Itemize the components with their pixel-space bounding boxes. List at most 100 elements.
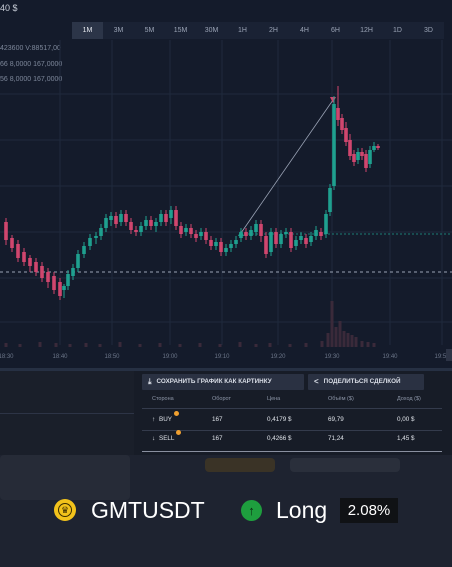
trade-summary: ♛ GMTUSDT ↑ Long 2.08%	[0, 496, 452, 530]
timeframe-2h[interactable]: 2H	[269, 27, 278, 34]
candle-body	[159, 214, 163, 222]
divider	[142, 408, 442, 409]
volume-bar	[138, 344, 142, 347]
timeframe-30m[interactable]: 30M	[204, 27, 219, 34]
sell-marker	[330, 97, 336, 103]
candle-body	[328, 188, 332, 212]
candle-body	[324, 214, 328, 234]
candle-body	[94, 236, 98, 238]
timeframe-6h[interactable]: 6H	[331, 27, 340, 34]
candle-body	[149, 220, 153, 226]
volume-bar	[198, 343, 202, 347]
volume-bar	[268, 343, 272, 347]
ohlc-line-2: 66 8,0000 167,0000	[0, 61, 63, 68]
table-row: ↓ SELL 167 0,4266 $ 71,24 1,45 $	[134, 430, 452, 447]
volume-bar	[354, 337, 358, 347]
candle-body	[214, 242, 218, 246]
volume-bar	[304, 343, 308, 347]
candle-body	[88, 238, 92, 246]
status-dot	[174, 411, 179, 416]
candle-body	[239, 232, 243, 238]
candle-body	[22, 252, 26, 262]
candle-body	[189, 228, 193, 234]
share-trade-button[interactable]: < ПОДЕЛИТЬСЯ СДЕЛКОЙ	[308, 374, 424, 390]
candle-body	[4, 222, 8, 240]
row-volume: 69,79	[328, 416, 344, 423]
save-chart-button[interactable]: ⤓ СОХРАНИТЬ ГРАФИК КАК КАРТИНКУ	[142, 374, 304, 390]
candle-body	[289, 232, 293, 248]
blurred-area	[0, 455, 130, 500]
x-axis-label: 18:50	[104, 354, 120, 360]
candle-body	[139, 226, 143, 232]
candle-body	[269, 232, 273, 252]
timeframe-1d[interactable]: 1D	[393, 27, 402, 34]
divider	[142, 451, 442, 452]
timeframe-15m[interactable]: 15M	[173, 27, 188, 34]
candle-body	[119, 214, 123, 222]
share-icon: <	[314, 377, 319, 386]
candlestick-chart[interactable]: 18:30 18:40 18:50 19:00 19:10 19:20 19:30 19:40…	[0, 0, 452, 368]
timeframe-4h[interactable]: 4H	[300, 27, 309, 34]
candle-body	[234, 240, 238, 244]
x-axis-label: 19:50	[434, 354, 450, 360]
candle-body	[134, 230, 138, 232]
candle-body	[144, 220, 148, 226]
candle-body	[224, 248, 228, 252]
volume-bar	[38, 342, 42, 347]
download-icon: ⤓	[148, 377, 152, 386]
volume-bar	[334, 327, 338, 347]
x-axis-label: 18:40	[52, 354, 68, 360]
candle-body	[340, 118, 344, 130]
candle-body	[368, 150, 372, 164]
candle-body	[52, 276, 56, 290]
divider	[142, 430, 442, 431]
candle-body	[124, 214, 128, 222]
candle-body	[129, 222, 133, 230]
candle-body	[376, 146, 380, 148]
candle-body	[254, 224, 258, 232]
volume-bar	[350, 335, 354, 347]
volume-bar	[320, 341, 324, 347]
trade-direction: Long	[276, 497, 328, 523]
trade-percent: 2.08%	[340, 498, 398, 523]
candle-body	[204, 232, 208, 240]
timeframe-1h[interactable]: 1H	[238, 27, 247, 34]
blurred-area	[290, 458, 400, 472]
candle-body	[164, 214, 168, 222]
divider	[0, 413, 134, 414]
volume-bar	[346, 333, 350, 347]
timeframe-3m[interactable]: 3M	[113, 27, 124, 34]
candle-body	[82, 246, 86, 254]
timeframe-3d[interactable]: 3D	[424, 27, 433, 34]
timeframe-5m[interactable]: 5M	[144, 27, 155, 34]
volume-bar	[326, 333, 330, 347]
x-axis-label: 19:10	[214, 354, 230, 360]
timeframe-12h[interactable]: 12H	[360, 27, 373, 34]
header-income: Доход ($)	[397, 396, 421, 402]
volume-bar	[218, 344, 222, 347]
candle-body	[348, 140, 352, 156]
header-turnover: Оборот	[212, 396, 232, 402]
row-income: 0,00 $	[397, 416, 415, 423]
candle-body	[352, 154, 356, 162]
candle-body	[264, 236, 268, 254]
trade-line	[240, 99, 334, 234]
candle-body	[71, 268, 75, 276]
volume-bar	[68, 344, 72, 347]
chart-area[interactable]: 40 $ 1M 3M 5M 15M 30M 1H 2H 4H 6H 12H 1D 3D 423600 …	[0, 0, 452, 368]
candle-body	[16, 244, 20, 258]
crown-icon: ♛	[54, 499, 76, 521]
candle-body	[209, 240, 213, 246]
x-axis-label: 18:30	[0, 354, 14, 360]
header-volume: Объём ($)	[328, 396, 354, 402]
x-axis-label: 19:40	[382, 354, 398, 360]
candle-body	[199, 232, 203, 236]
candle-body	[66, 274, 70, 286]
arrow-up-icon: ↑	[241, 500, 262, 521]
status-dot	[176, 430, 181, 435]
candle-body	[274, 232, 278, 244]
candle-body	[294, 240, 298, 246]
volume-bar	[360, 341, 364, 347]
candle-body	[364, 154, 368, 168]
timeframe-1m[interactable]: 1M	[72, 22, 103, 39]
